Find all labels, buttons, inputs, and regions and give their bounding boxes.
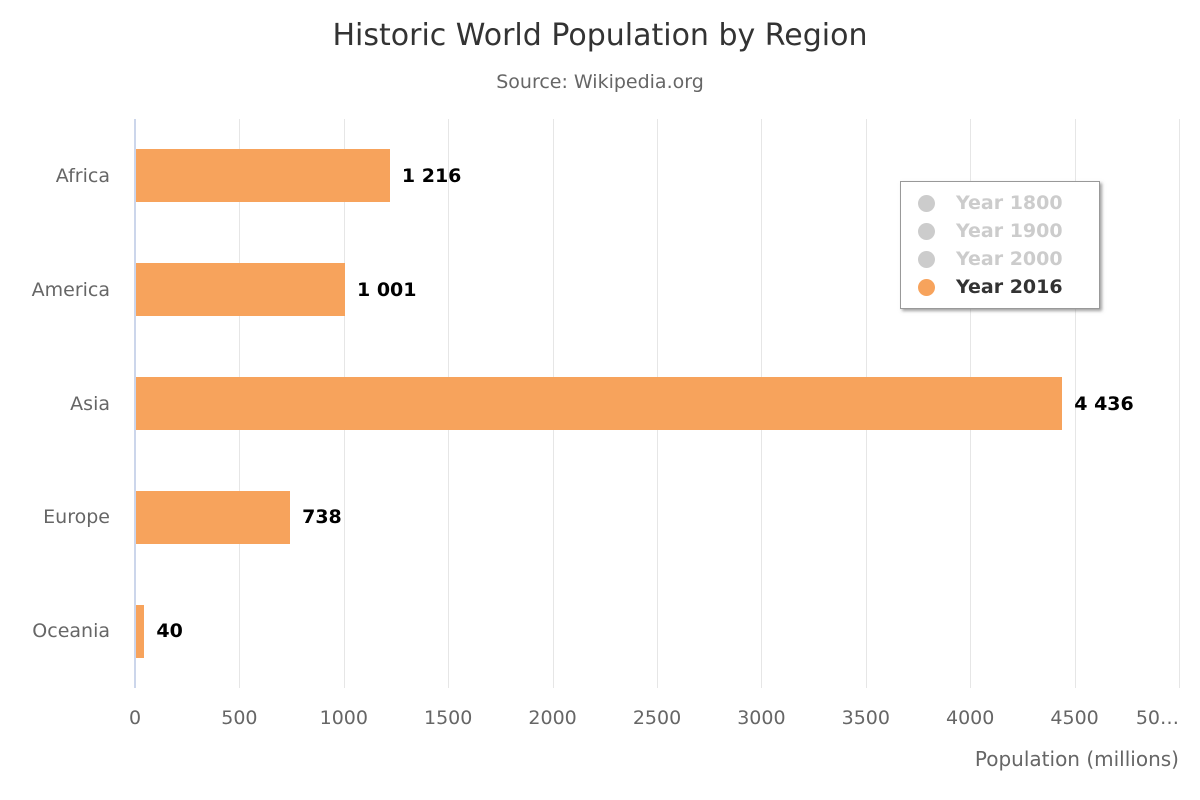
gridline-5000 [1179, 119, 1180, 688]
bar-asia[interactable] [136, 377, 1063, 430]
legend-marker-icon [918, 278, 935, 296]
data-label-america: 1 001 [357, 278, 417, 301]
bar-oceania[interactable] [136, 604, 145, 658]
data-label-africa: 1 216 [401, 164, 462, 187]
x-tick-label-1000: 1000 [319, 707, 368, 729]
gridline-4500 [1074, 119, 1076, 688]
legend-item-label: Year 1800 [956, 192, 1063, 214]
legend-marker-icon [918, 194, 935, 212]
x-tick-label-5000: 50… [1135, 707, 1179, 729]
x-tick-label-4000: 4000 [946, 707, 995, 729]
legend-item-year-2016[interactable]: Year 2016 [901, 273, 1099, 301]
data-label-oceania: 40 [156, 620, 183, 643]
category-label-asia: Asia [70, 392, 110, 415]
legend-item-year-1800[interactable]: Year 1800 [901, 189, 1099, 217]
legend-item-label: Year 2000 [956, 248, 1063, 270]
x-tick-label-3000: 3000 [737, 707, 786, 729]
chart-subtitle: Source: Wikipedia.org [496, 71, 704, 93]
bar-africa[interactable] [136, 149, 390, 203]
data-label-europe: 738 [302, 506, 342, 529]
bar-america[interactable] [136, 263, 345, 317]
legend-marker-icon [918, 250, 935, 268]
legend-item-label: Year 2016 [956, 276, 1063, 298]
category-label-europe: Europe [43, 506, 110, 529]
x-tick-label-500: 500 [221, 707, 258, 729]
x-axis-title: Population (millions) [974, 747, 1179, 771]
x-tick-label-1500: 1500 [424, 707, 473, 729]
category-label-america: America [31, 278, 110, 301]
x-tick-label-2000: 2000 [528, 707, 577, 729]
legend-item-year-2000[interactable]: Year 2000 [901, 245, 1099, 273]
category-axis-line [134, 119, 136, 688]
legend-item-year-1900[interactable]: Year 1900 [901, 217, 1099, 245]
bar-europe[interactable] [136, 490, 291, 544]
x-tick-label-2500: 2500 [632, 707, 682, 729]
x-tick-label-0: 0 [128, 707, 142, 729]
x-tick-label-3500: 3500 [841, 707, 890, 729]
legend-marker-icon [918, 222, 935, 240]
chart-title: Historic World Population by Region [332, 18, 868, 53]
data-label-asia: 4 436 [1074, 392, 1134, 415]
x-tick-label-4500: 4500 [1050, 707, 1099, 729]
legend-item-label: Year 1900 [956, 220, 1063, 242]
category-label-oceania: Oceania [32, 620, 110, 643]
legend: Year 1800 Year 1900 Year 2000 Year 2016 [900, 181, 1100, 309]
category-label-africa: Africa [55, 164, 110, 187]
